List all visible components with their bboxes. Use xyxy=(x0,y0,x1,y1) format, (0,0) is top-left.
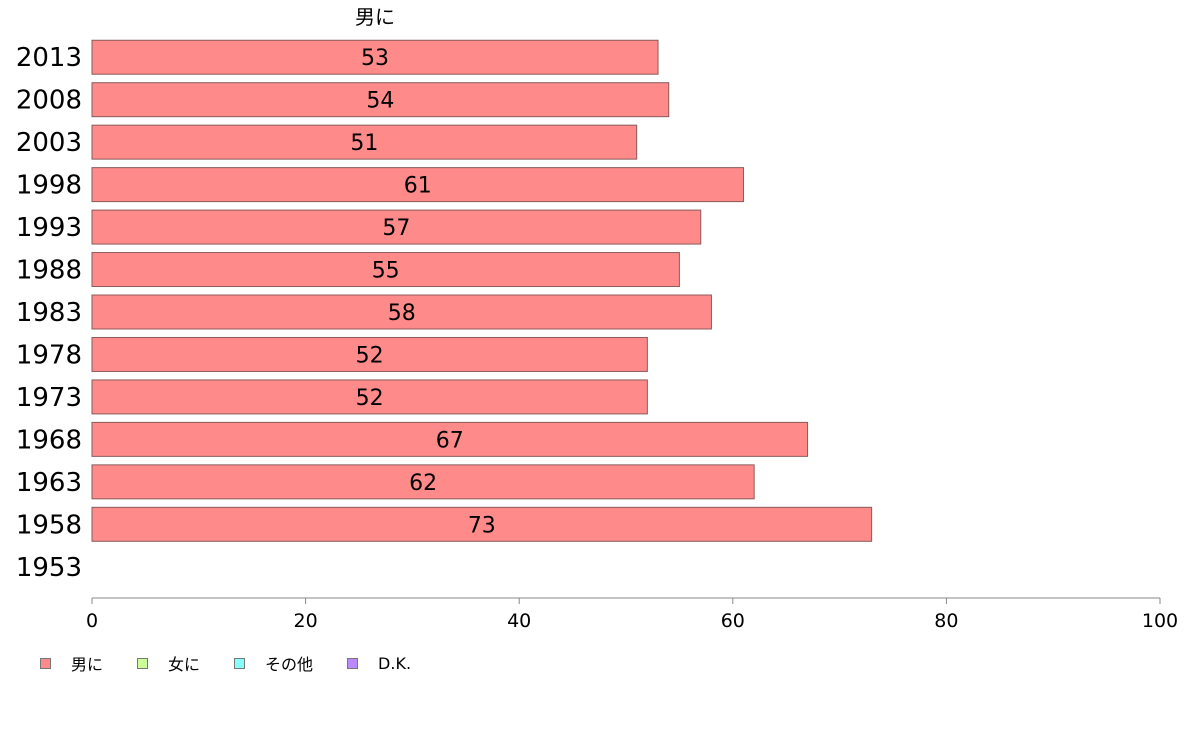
data-label: 53 xyxy=(361,46,389,71)
bar xyxy=(91,464,755,500)
category-label: 1953 xyxy=(16,553,82,583)
x-tick-label: 100 xyxy=(1142,610,1178,632)
legend-item-male: 男に xyxy=(40,651,103,675)
category-label: 1993 xyxy=(16,213,82,243)
legend-item-dk: D.K. xyxy=(347,654,411,673)
category-label: 2008 xyxy=(16,86,82,116)
data-label: 73 xyxy=(468,513,496,538)
bar xyxy=(91,252,680,288)
data-label: 55 xyxy=(372,259,400,284)
bar xyxy=(91,379,648,415)
category-label: 2003 xyxy=(16,128,82,158)
data-label: 61 xyxy=(404,174,432,199)
legend-label-female: 女に xyxy=(168,655,201,674)
legend-swatch-other xyxy=(234,657,246,669)
category-label: 2013 xyxy=(16,43,82,73)
series-label: 男に xyxy=(355,5,395,29)
legend-swatch-female xyxy=(137,657,149,669)
bar xyxy=(91,506,873,542)
legend-label-other: その他 xyxy=(265,655,314,674)
x-tick-label: 0 xyxy=(86,610,98,632)
data-label: 54 xyxy=(366,89,394,114)
legend-label-male: 男に xyxy=(71,655,104,674)
legend-item-other: その他 xyxy=(234,651,313,675)
bar xyxy=(91,421,809,457)
data-label: 52 xyxy=(356,386,384,411)
bar xyxy=(91,124,638,160)
legend: 男に 女に その他 D.K. xyxy=(40,651,445,675)
bar xyxy=(91,82,670,118)
legend-item-female: 女に xyxy=(137,651,200,675)
category-label: 1958 xyxy=(16,510,82,540)
bar xyxy=(91,209,702,245)
data-label: 62 xyxy=(409,471,437,496)
legend-label-dk: D.K. xyxy=(378,653,412,673)
x-tick-label: 60 xyxy=(721,610,745,632)
data-label: 52 xyxy=(356,343,384,368)
legend-swatch-male xyxy=(40,657,51,669)
category-label: 1983 xyxy=(16,298,82,328)
category-label: 1973 xyxy=(16,383,82,413)
bar xyxy=(91,336,648,372)
category-label: 1998 xyxy=(16,171,82,201)
category-label: 1988 xyxy=(16,256,82,286)
bar xyxy=(91,39,659,75)
bar xyxy=(91,167,744,203)
category-label: 1968 xyxy=(16,425,82,455)
data-label: 51 xyxy=(350,131,378,156)
data-label: 67 xyxy=(436,428,464,453)
legend-swatch-dk xyxy=(347,657,359,669)
data-label: 57 xyxy=(382,216,410,241)
x-tick-label: 40 xyxy=(507,610,531,632)
data-label: 58 xyxy=(388,301,416,326)
x-tick-label: 80 xyxy=(934,610,958,632)
bar xyxy=(91,294,712,330)
category-label: 1963 xyxy=(16,468,82,498)
category-label: 1978 xyxy=(16,340,82,370)
x-tick-label: 20 xyxy=(294,610,318,632)
